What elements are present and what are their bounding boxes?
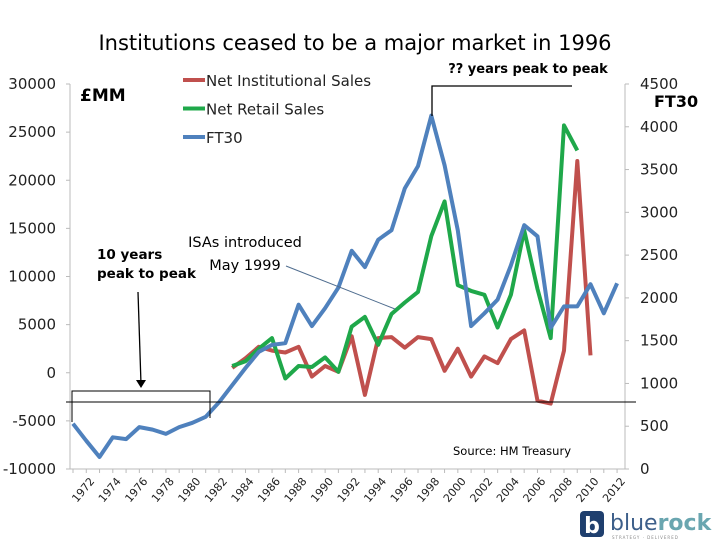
arrow-head-icon: [136, 380, 146, 388]
right-axis-label: FT30: [654, 92, 698, 111]
x-tick-label: 1998: [414, 475, 442, 505]
x-tick-label: 2008: [547, 475, 575, 505]
right-tick-label: 1500: [640, 332, 678, 350]
left-tick-label: 15000: [8, 219, 56, 237]
unknown-years-bracket: [431, 85, 572, 116]
x-tick-label: 2004: [494, 475, 522, 505]
x-tick-label: 1982: [202, 475, 230, 505]
right-tick-label: 2500: [640, 246, 678, 264]
x-tick-label: 2002: [467, 475, 495, 505]
bluerock-logo: b bluerock STRATEGY · DELIVERED: [580, 511, 713, 540]
x-tick-label: 1980: [175, 475, 203, 505]
left-tick-label: 30000: [8, 75, 56, 93]
legend-label: Net Retail Sales: [206, 101, 324, 119]
x-tick-label: 1984: [229, 475, 257, 505]
x-tick-label: 1978: [149, 475, 177, 505]
x-tick-label: 1986: [255, 475, 283, 505]
x-tick-label: 1988: [282, 475, 310, 505]
legend-label: FT30: [206, 129, 243, 147]
chart-title: Institutions ceased to be a major market…: [98, 31, 611, 55]
right-tick-label: 0: [640, 460, 650, 478]
ten-years-label-1: 10 years: [97, 247, 162, 263]
isa-pointer-line: [285, 265, 396, 310]
ten-year-arrow: [137, 291, 142, 385]
x-tick-label: 1972: [69, 475, 97, 505]
isa-label-1: ISAs introduced: [188, 235, 302, 251]
source-label: Source: HM Treasury: [453, 444, 571, 458]
x-tick-label: 1994: [361, 475, 389, 505]
x-tick-label: 1974: [96, 475, 124, 505]
right-tick-label: 1000: [640, 374, 678, 392]
svg-text:b: b: [584, 514, 600, 539]
left-tick-label: -5000: [12, 412, 56, 430]
x-tick-label: 2006: [521, 475, 549, 505]
right-tick-label: 500: [640, 417, 669, 435]
x-tick-label: 2000: [441, 475, 469, 505]
left-tick-label: -10000: [3, 460, 56, 478]
x-tick-label: 1996: [388, 475, 416, 505]
svg-text:STRATEGY · DELIVERED: STRATEGY · DELIVERED: [612, 535, 679, 540]
ten-year-bracket: [71, 390, 211, 422]
x-tick-label: 1976: [122, 475, 150, 505]
series-line-net-institutional-sales: [231, 159, 593, 406]
unknown-years-label: ?? years peak to peak: [448, 62, 608, 77]
left-tick-label: 5000: [18, 316, 56, 334]
series-line-ft30: [71, 113, 619, 459]
legend-label: Net Institutional Sales: [206, 72, 371, 90]
left-tick-label: 20000: [8, 171, 56, 189]
right-tick-label: 3000: [640, 203, 678, 221]
x-tick-label: 1992: [335, 475, 363, 505]
left-tick-label: 0: [46, 364, 56, 382]
x-tick-label: 1990: [308, 475, 336, 505]
right-tick-label: 3500: [640, 161, 678, 179]
left-tick-label: 10000: [8, 268, 56, 286]
x-tick-label: 2010: [574, 475, 602, 505]
left-tick-label: 25000: [8, 123, 56, 141]
right-tick-label: 2000: [640, 289, 678, 307]
x-tick-label: 2012: [600, 475, 628, 505]
right-tick-label: 4000: [640, 118, 678, 136]
right-tick-label: 4500: [640, 75, 678, 93]
left-axis-label: £MM: [80, 86, 126, 106]
isa-label-2: May 1999: [209, 258, 281, 274]
svg-text:bluerock: bluerock: [610, 511, 713, 536]
ten-years-label-2: peak to peak: [97, 266, 197, 282]
